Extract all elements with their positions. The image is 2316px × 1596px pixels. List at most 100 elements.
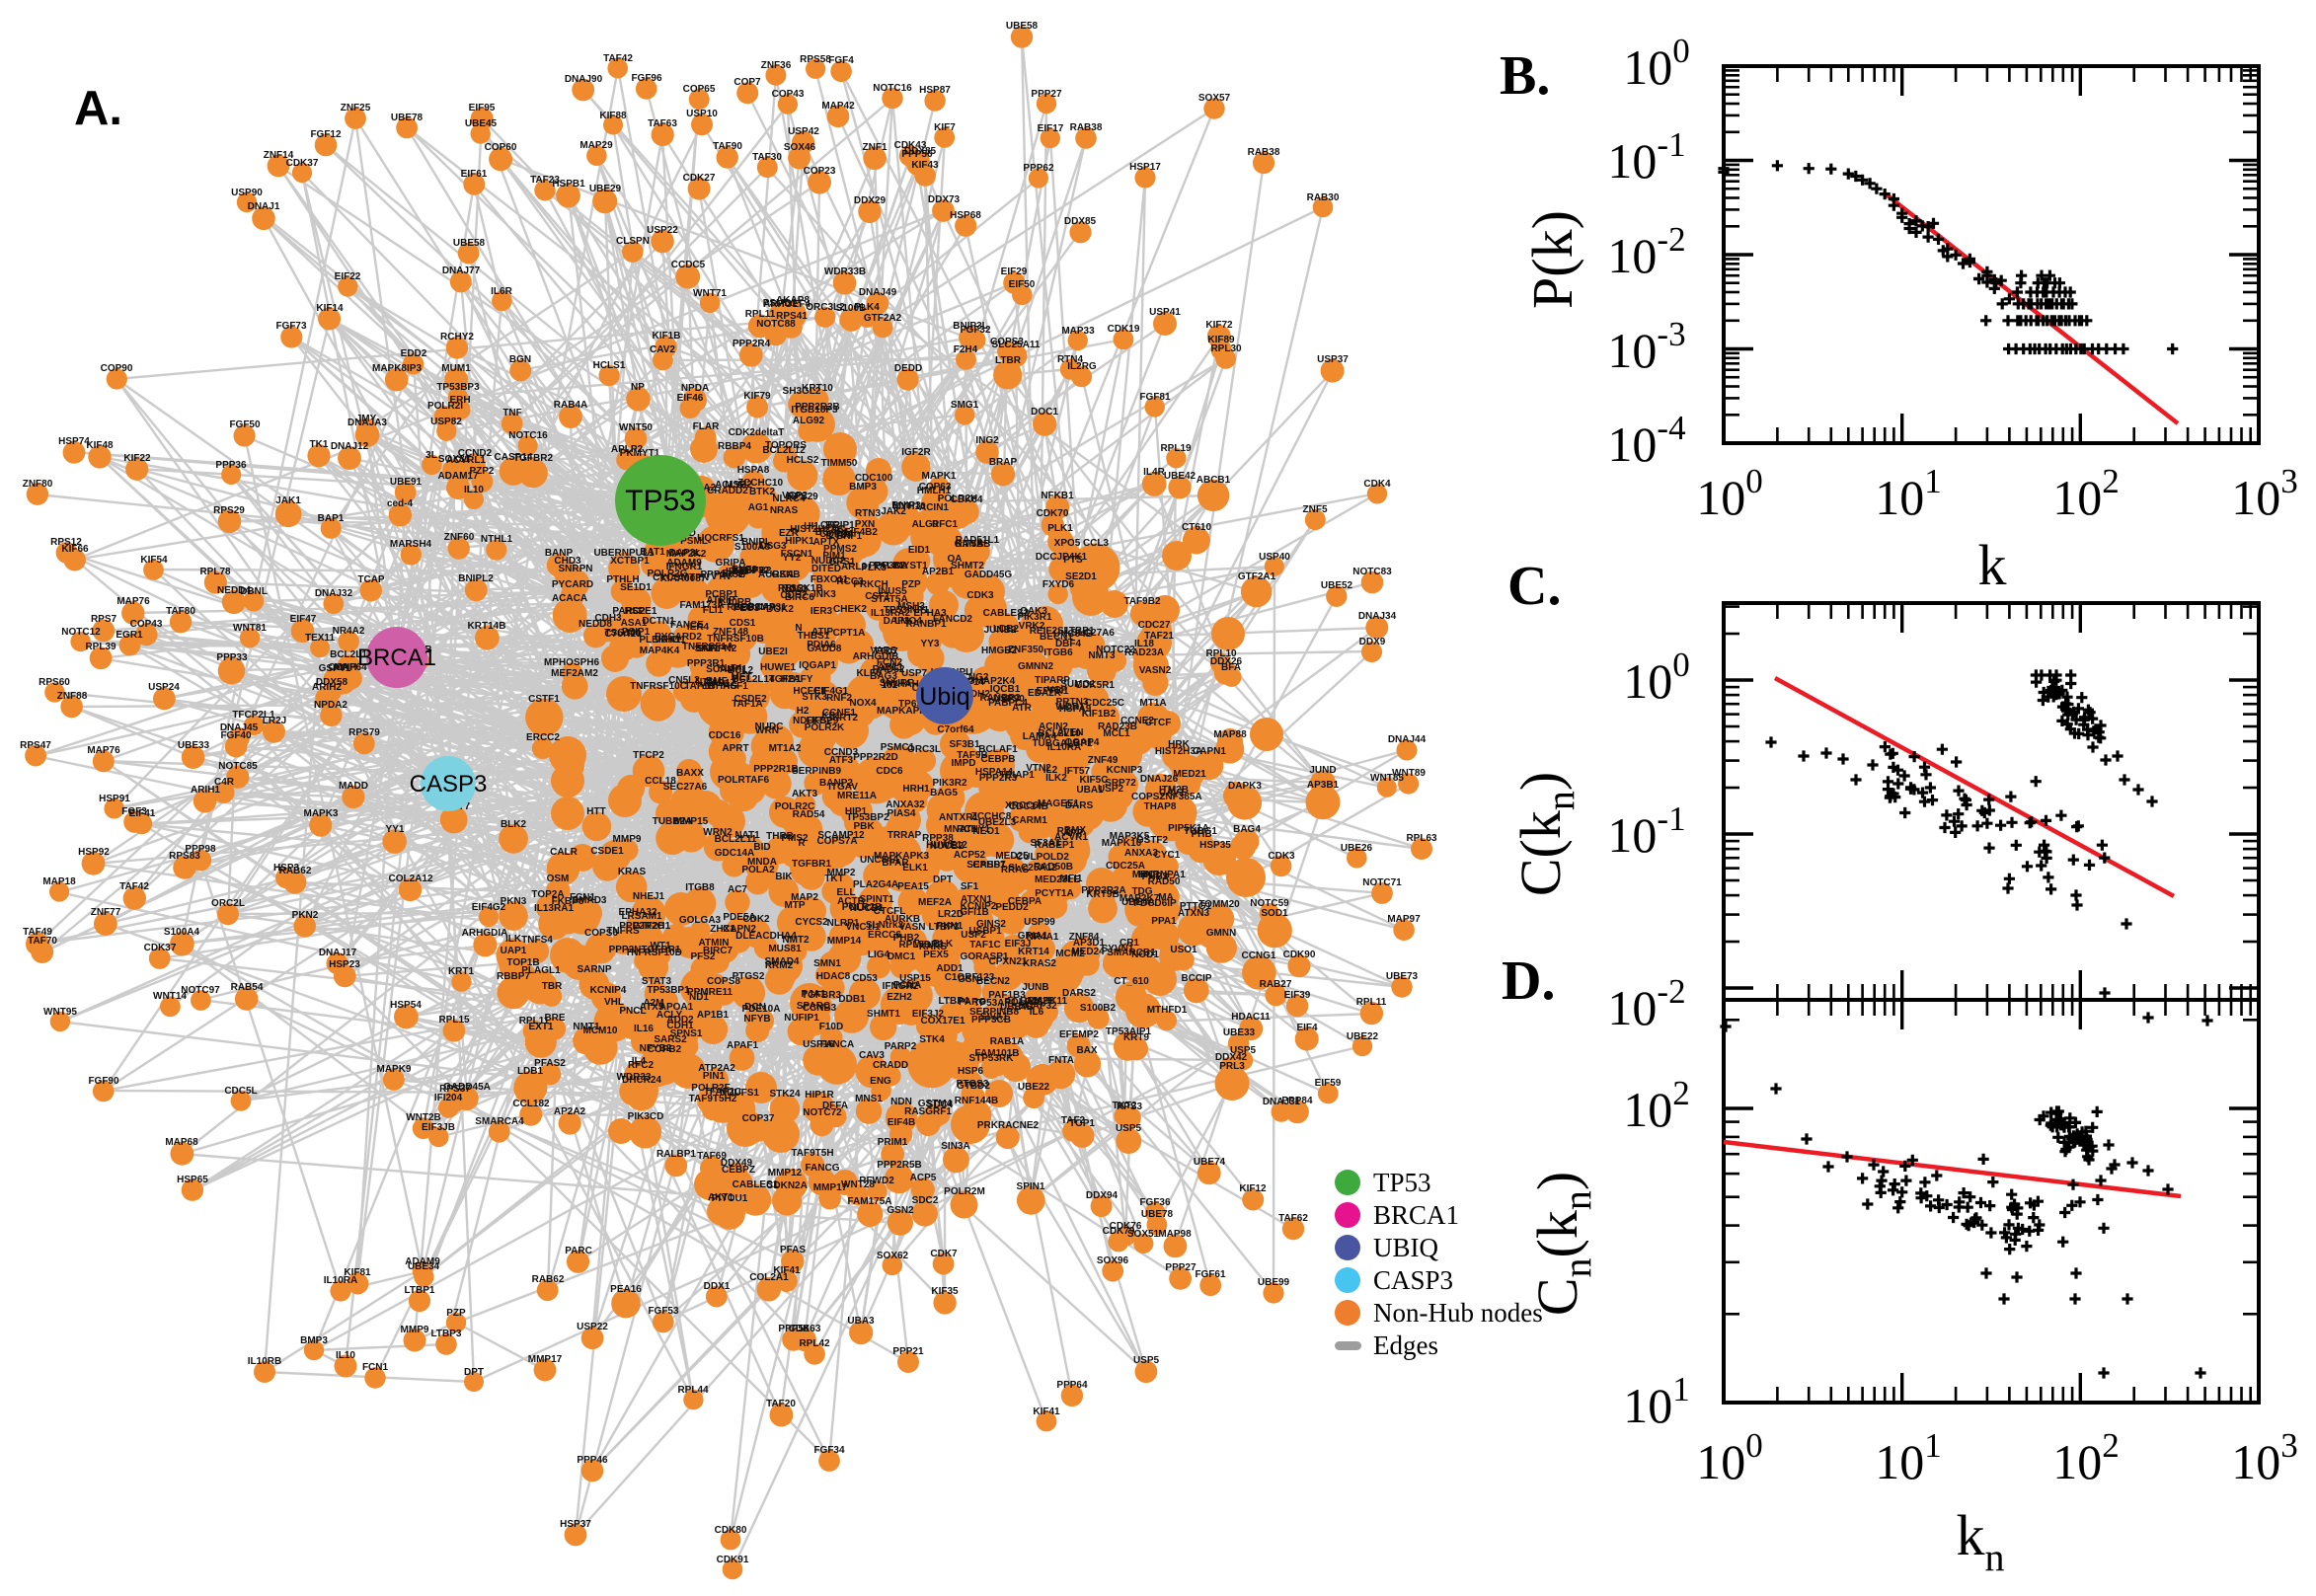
svg-text:F2H4: F2H4 [954,344,978,355]
svg-text:EIF50: EIF50 [1009,279,1036,290]
svg-text:C7orf64: C7orf64 [937,724,974,735]
svg-text:KCNIP4: KCNIP4 [590,985,627,996]
svg-text:EDD2: EDD2 [401,348,427,359]
svg-text:MMP17: MMP17 [528,1354,563,1365]
svg-text:PEA16: PEA16 [610,1284,642,1295]
svg-text:MAP76: MAP76 [116,596,150,607]
svg-text:USP42: USP42 [788,126,819,137]
svg-text:DCN: DCN [744,1002,766,1013]
svg-text:S100A4: S100A4 [164,927,200,938]
svg-text:GDC14A: GDC14A [715,848,755,859]
svg-text:HSP6: HSP6 [958,1066,984,1077]
svg-text:ADAM9: ADAM9 [666,558,702,569]
svg-text:WRN2: WRN2 [703,827,733,838]
svg-text:LTBP3: LTBP3 [929,922,960,933]
svg-text:HSP87: HSP87 [919,85,951,96]
svg-text:COP65: COP65 [683,84,716,95]
svg-text:PPP46: PPP46 [577,1455,608,1466]
svg-text:ITGB6: ITGB6 [1043,647,1073,658]
svg-text:FGF90: FGF90 [88,1076,119,1087]
svg-text:NLRC4: NLRC4 [772,494,806,504]
svg-text:APLP2: APLP2 [611,444,644,455]
svg-text:EIF4B2: EIF4B2 [844,527,878,538]
svg-text:CDK90: CDK90 [1283,950,1316,960]
svg-text:TAF23: TAF23 [530,175,560,186]
svg-text:B.: B. [1500,45,1550,107]
svg-text:SPNS1: SPNS1 [670,1028,703,1039]
svg-text:DMC1: DMC1 [888,951,916,962]
svg-text:UBE73: UBE73 [1386,971,1419,982]
svg-text:NDUFS2: NDUFS2 [793,716,832,726]
svg-text:CSTF1: CSTF1 [528,694,560,705]
svg-text:EIF3J2: EIF3J2 [912,1009,945,1020]
svg-text:DNAJ49: DNAJ49 [859,287,897,298]
svg-text:LR2J: LR2J [263,716,286,726]
svg-text:PPP2R4: PPP2R4 [733,339,771,349]
svg-text:FGF36: FGF36 [1139,1197,1171,1208]
svg-text:IL6R: IL6R [491,286,512,297]
svg-text:FANCE: FANCE [670,620,704,631]
svg-text:FCN1: FCN1 [570,892,596,903]
svg-text:USP5: USP5 [1116,1123,1142,1134]
svg-text:TAF9T5H2: TAF9T5H2 [689,1094,737,1104]
svg-text:COP43: COP43 [130,619,163,630]
svg-text:DDX85: DDX85 [1064,216,1097,227]
svg-text:AP2A2: AP2A2 [554,1106,586,1117]
svg-text:COP43: COP43 [772,89,805,100]
svg-text:EIF17: EIF17 [1038,123,1064,134]
svg-text:ITGB18P3: ITGB18P3 [791,405,838,416]
svg-text:CN5L2: CN5L2 [668,675,700,686]
svg-text:JAK1: JAK1 [275,495,301,506]
svg-text:EZH2: EZH2 [887,992,912,1003]
svg-text:TAF9B2: TAF9B2 [1123,596,1160,607]
svg-text:PPP27: PPP27 [1031,89,1062,100]
svg-text:ACP5: ACP5 [910,1173,937,1183]
svg-text:MAP97: MAP97 [1387,914,1421,925]
svg-text:FBXO11: FBXO11 [811,574,849,585]
svg-text:USP90: USP90 [993,694,1025,705]
svg-text:AC7: AC7 [728,884,747,895]
svg-text:APRT: APRT [722,743,748,754]
svg-text:RTN3: RTN3 [855,508,882,519]
svg-text:KRT14B: KRT14B [468,621,506,632]
svg-text:JUND: JUND [1309,765,1336,776]
svg-text:RPS41: RPS41 [776,311,808,322]
svg-text:BIK: BIK [775,872,793,882]
svg-text:COP90: COP90 [101,363,133,374]
svg-text:C.: C. [1507,556,1561,617]
svg-text:WNT2B: WNT2B [406,1112,441,1123]
svg-text:EIF47: EIF47 [290,614,317,625]
svg-text:R2: R2 [1057,826,1070,837]
svg-text:ZNF49: ZNF49 [1088,755,1119,766]
svg-text:CDK80: CDK80 [715,1525,747,1536]
svg-text:CAPN1: CAPN1 [1193,746,1226,757]
svg-text:UBE52: UBE52 [1321,580,1353,591]
svg-text:GSN2: GSN2 [887,1205,914,1216]
svg-text:EIF22: EIF22 [335,271,361,282]
svg-text:LTBP4: LTBP4 [939,996,969,1007]
svg-text:PFS2: PFS2 [690,951,715,962]
svg-text:ING2: ING2 [975,435,999,446]
svg-text:MAP76: MAP76 [87,745,120,756]
svg-text:USP37: USP37 [1317,354,1349,365]
svg-text:NFYB: NFYB [743,1014,770,1025]
svg-text:OAK3: OAK3 [1020,606,1047,617]
svg-text:WNT89: WNT89 [1392,768,1426,779]
svg-text:KIF43: KIF43 [911,160,939,171]
svg-text:DNAJ26: DNAJ26 [1140,774,1179,785]
svg-text:RBBP4: RBBP4 [718,441,751,452]
svg-text:PTTG1: PTTG1 [1180,901,1212,912]
svg-text:NP: NP [631,382,645,393]
svg-text:GMNN: GMNN [1206,928,1237,939]
svg-text:SF1: SF1 [961,881,979,892]
svg-text:ILK: ILK [505,934,522,945]
svg-text:MAP4K4: MAP4K4 [640,646,680,656]
svg-text:KIF41: KIF41 [1033,1406,1060,1417]
svg-text:GOLGA3: GOLGA3 [679,915,722,926]
svg-text:EIF46: EIF46 [677,393,704,404]
svg-text:TGFBR1: TGFBR1 [792,859,831,870]
svg-text:NOTC83: NOTC83 [1352,567,1392,577]
svg-text:COPS2: COPS2 [1131,792,1165,802]
svg-text:PHB: PHB [1191,829,1211,840]
svg-text:COPS8: COPS8 [707,976,740,987]
